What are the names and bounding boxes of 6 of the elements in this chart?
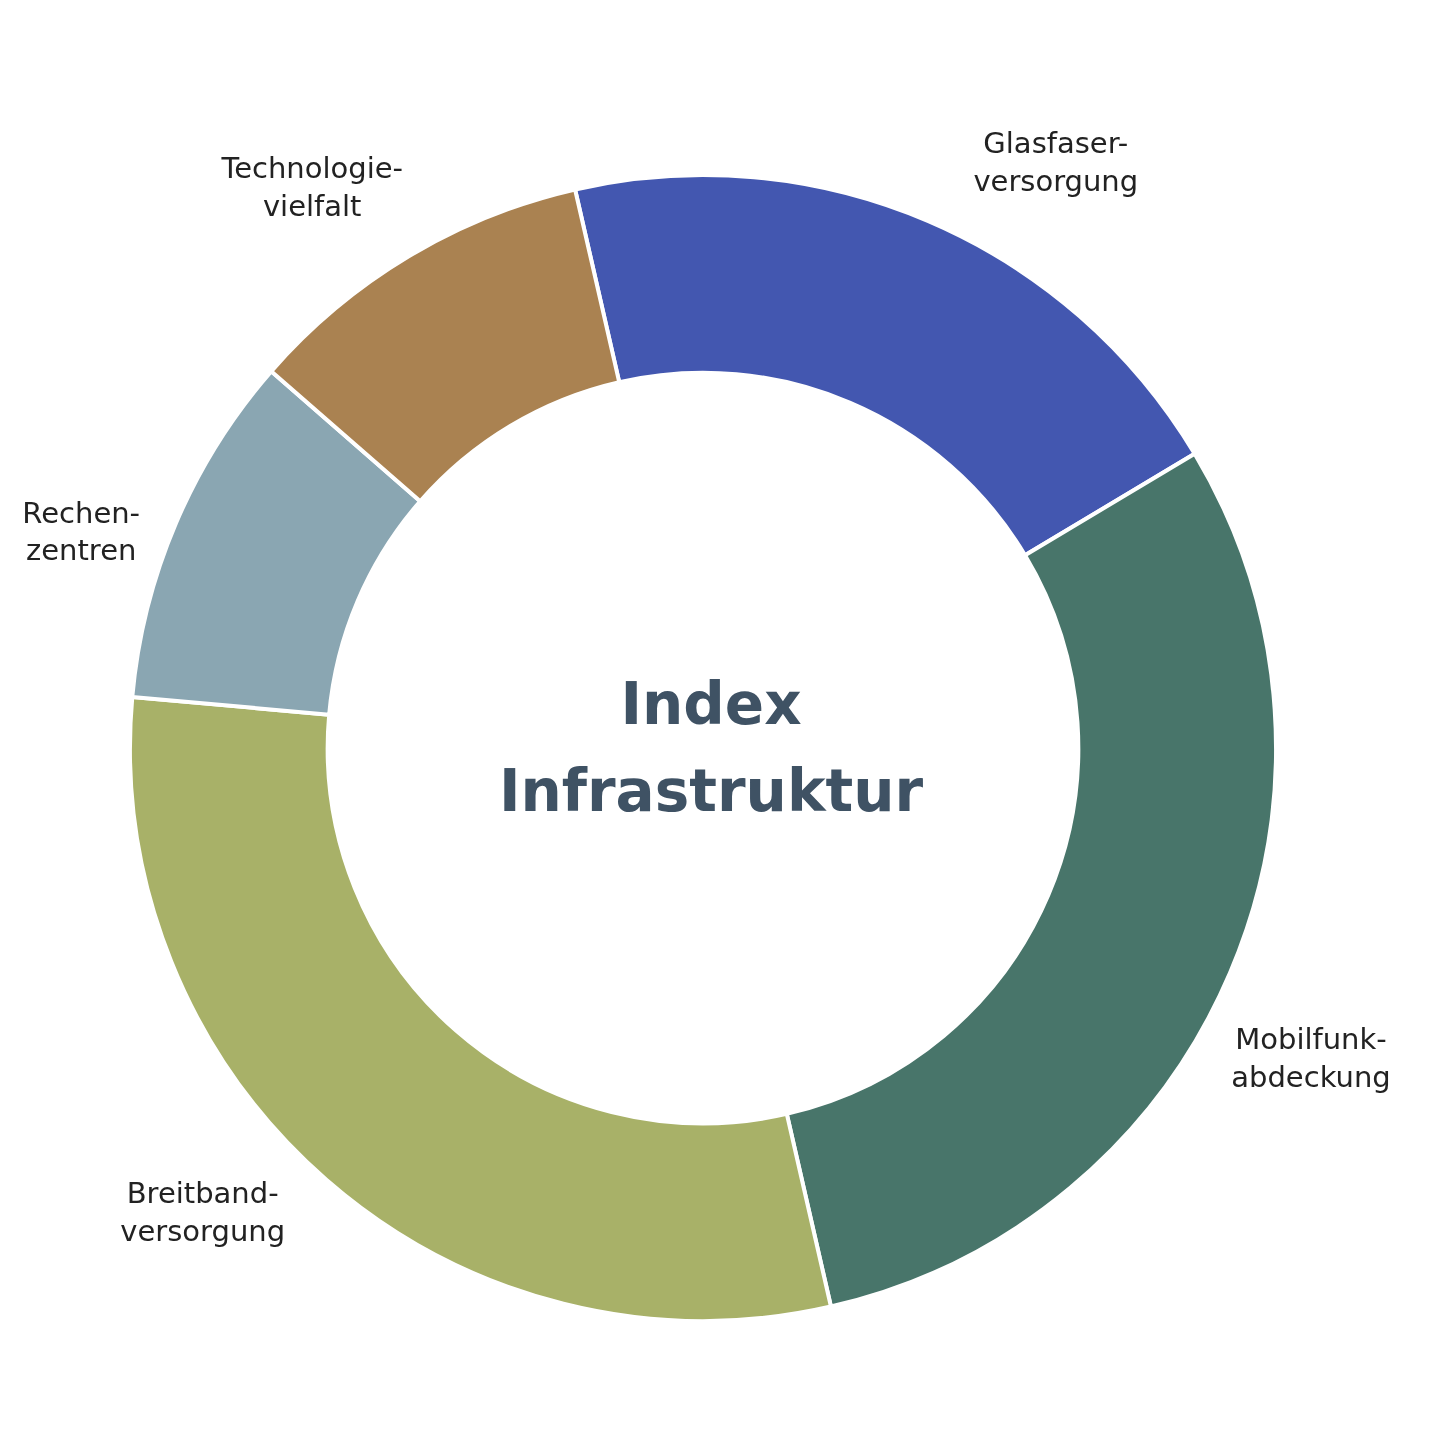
- slice-label: Mobilfunk- abdeckung: [1231, 1021, 1391, 1097]
- slice-label: Technologie- vielfalt: [221, 150, 404, 225]
- slice-label: Glasfaser- versorgung: [973, 125, 1139, 201]
- slice-label: Rechen- zentren: [22, 495, 141, 570]
- text: Index Infrastruktur: [498, 669, 924, 827]
- slice-label: Breitband- versorgung: [120, 1175, 286, 1250]
